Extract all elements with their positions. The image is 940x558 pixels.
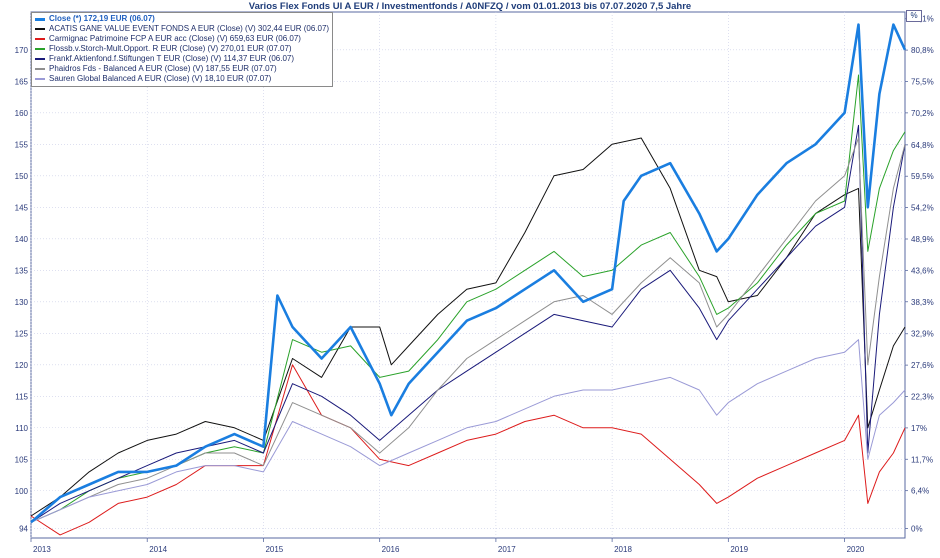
legend-swatch — [35, 48, 45, 50]
y-tick-label-right: 86,1% — [911, 15, 934, 24]
y-tick-label-right: 59,5% — [911, 172, 934, 181]
x-tick-label: 2016 — [382, 545, 400, 554]
y-tick-label-left: 170 — [15, 46, 29, 55]
legend-entry: Phaidros Fds - Balanced A EUR (Close) (V… — [35, 64, 329, 74]
y-tick-label-left: 125 — [15, 329, 29, 338]
y-tick-label-right: 0% — [911, 525, 923, 534]
y-tick-label-right: 22,3% — [911, 393, 934, 402]
chart-title: Varios Flex Fonds UI A EUR / Investmentf… — [248, 1, 692, 12]
y-tick-label-left: 130 — [15, 298, 29, 307]
y-tick-label-right: 38,3% — [911, 298, 934, 307]
legend-entry: Carmignac Patrimoine FCP A EUR acc (Clos… — [35, 34, 329, 44]
series-lines — [30, 23, 907, 536]
series-line-4 — [30, 124, 906, 523]
tick-labels: 94 100 105 110 115 120 125 130 135 140 145 150 155 16… — [15, 15, 934, 554]
y-tick-label-left: 165 — [15, 77, 29, 86]
y-tick-label-left: 120 — [15, 361, 29, 370]
legend-entry: Close (*) 172,19 EUR (06.07) — [35, 14, 329, 24]
y-tick-label-right: 11,7% — [911, 455, 933, 464]
y-tick-label-right: 64,8% — [911, 141, 934, 150]
legend-swatch — [35, 38, 45, 40]
y-tick-label-left: 155 — [15, 140, 29, 149]
legend-entry: ACATIS GANE VALUE EVENT FONDS A EUR (Clo… — [35, 24, 329, 34]
legend-entry: Frankf.Aktienfond.f.Stiftungen T EUR (Cl… — [35, 54, 329, 64]
y-tick-label-right: 75,5% — [911, 77, 934, 86]
x-tick-label: 2019 — [730, 545, 748, 554]
y-tick-label-right: 80,8% — [911, 46, 934, 55]
y-tick-label-left: 100 — [15, 487, 29, 496]
y-tick-label-right: 70,2% — [911, 109, 934, 118]
y-tick-label-left: 145 — [15, 203, 29, 212]
legend-label: Carmignac Patrimoine FCP A EUR acc (Clos… — [49, 34, 301, 43]
legend-entry: Flossb.v.Storch-Mult.Opport. R EUR (Clos… — [35, 44, 329, 54]
legend-label: Frankf.Aktienfond.f.Stiftungen T EUR (Cl… — [49, 54, 294, 63]
y-tick-label-right: 27,6% — [911, 361, 934, 370]
legend-label: Close (*) 172,19 EUR (06.07) — [49, 14, 155, 23]
y-tick-label-left: 105 — [15, 455, 29, 464]
grid-lines — [30, 11, 906, 539]
x-tick-label: 2014 — [149, 545, 167, 554]
x-tick-label: 2017 — [498, 545, 516, 554]
y-tick-label-right: 17% — [911, 424, 927, 433]
y-tick-label-left: 94 — [19, 525, 28, 534]
legend-label: Phaidros Fds - Balanced A EUR (Close) (V… — [49, 64, 277, 73]
y-tick-label-left: 140 — [15, 235, 29, 244]
y-tick-label-right: 48,9% — [911, 235, 934, 244]
y-tick-label-left: 110 — [15, 424, 28, 433]
legend-swatch — [35, 78, 45, 80]
legend: Close (*) 172,19 EUR (06.07) ACATIS GANE … — [31, 12, 333, 87]
y-tick-label-right: 6,4% — [911, 487, 929, 496]
y-tick-label-left: 150 — [15, 172, 29, 181]
x-tick-label: 2018 — [614, 545, 632, 554]
y-tick-label-right: 43,6% — [911, 266, 934, 275]
y-tick-label-right: 32,9% — [911, 330, 934, 339]
plot-frame — [30, 11, 906, 539]
y-tick-label-left: 115 — [15, 392, 28, 401]
series-line-6 — [30, 339, 906, 523]
axes — [30, 18, 908, 542]
legend-swatch — [35, 58, 45, 60]
legend-swatch — [35, 17, 45, 21]
series-line-2 — [30, 364, 906, 536]
y-tick-label-right: 54,2% — [911, 204, 934, 213]
legend-swatch — [35, 68, 45, 70]
x-tick-label: 2013 — [33, 545, 51, 554]
y-tick-label-left: 135 — [15, 266, 29, 275]
legend-label: ACATIS GANE VALUE EVENT FONDS A EUR (Clo… — [49, 24, 330, 33]
series-line-0 — [30, 23, 907, 524]
series-line-1 — [30, 137, 906, 517]
series-line-5 — [30, 137, 906, 523]
legend-label: Flossb.v.Storch-Mult.Opport. R EUR (Clos… — [49, 44, 292, 53]
x-tick-label: 2020 — [847, 545, 865, 554]
legend-swatch — [35, 28, 45, 30]
percent-axis-header: % — [906, 10, 922, 22]
x-tick-label: 2015 — [265, 545, 283, 554]
legend-entry: Sauren Global Balanced A EUR (Close) (V)… — [35, 74, 329, 84]
legend-label: Sauren Global Balanced A EUR (Close) (V)… — [49, 74, 272, 83]
y-tick-label-left: 160 — [15, 109, 29, 118]
